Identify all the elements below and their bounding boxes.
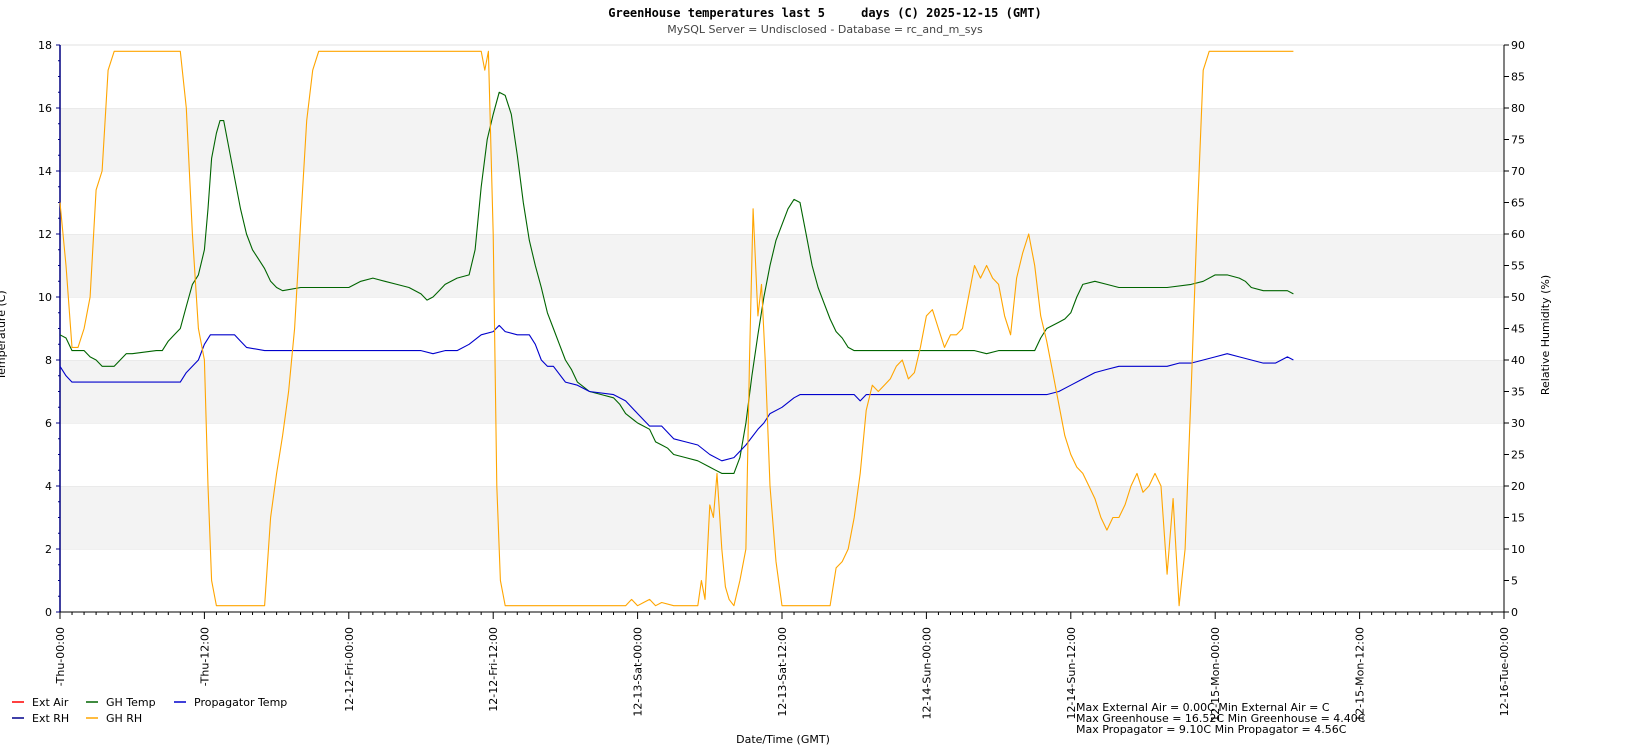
x-axis-label: Date/Time (GMT) [736,733,830,746]
stats-line: Max External Air = 0.00C Min External Ai… [1076,701,1330,714]
y-right-tick-label: 50 [1511,291,1525,304]
grid-band [60,108,1504,171]
chart-subtitle: MySQL Server = Undisclosed - Database = … [667,23,983,36]
series-lines [59,50,1294,607]
y-axis-left: 0 2 4 6 8 10 12 14 16 18 [38,39,61,619]
y-right-tick-label: 35 [1511,386,1525,399]
x-axis: -Thu-00:00 -Thu-12:00 12-12-Fri-00:00 12-12… [54,611,1511,722]
y-right-tick-label: 10 [1511,543,1525,556]
y-right-tick-label: 20 [1511,480,1525,493]
y-right-tick-label: 75 [1511,134,1525,147]
legend-label: Ext Air [32,696,69,709]
y-right-tick-label: 90 [1511,39,1525,52]
legend-label: Ext RH [32,712,69,725]
series-line-gh-rh [59,50,1294,607]
y-right-tick-label: 45 [1511,323,1525,336]
stats-line: Max Propagator = 9.10C Min Propagator = … [1076,723,1347,736]
y-right-tick-label: 55 [1511,260,1525,273]
y-right-tick-label: 5 [1511,575,1518,588]
y-right-tick-label: 15 [1511,512,1525,525]
x-tick-label: 12-14-Sun-12:00 [1065,627,1078,720]
y-left-tick-label: 16 [38,102,52,115]
y-axis-left-label: Temperature (C) [0,290,8,380]
y-left-tick-label: 12 [38,228,52,241]
y-axis-right-label: Relative Humidity (%) [1539,275,1552,395]
grid-band [60,360,1504,423]
grid-bands [60,44,1504,612]
y-left-tick-label: 10 [38,291,52,304]
y-right-tick-label: 70 [1511,165,1525,178]
y-right-tick-label: 30 [1511,417,1525,430]
y-left-tick-label: 8 [45,354,52,367]
series-line-propagator-temp [59,324,1294,462]
y-right-tick-label: 65 [1511,197,1525,210]
x-tick-label: 12-13-Sat-00:00 [632,627,645,717]
x-tick-label: 12-16-Tue-00:00 [1498,627,1511,716]
x-tick-label: 12-14-Sun-00:00 [920,627,933,720]
y-right-tick-label: 0 [1511,606,1518,619]
stats-line: Max Greenhouse = 16.52C Min Greenhouse =… [1076,712,1366,725]
legend-label: GH Temp [106,696,156,709]
x-tick-label: 12-12-Fri-00:00 [343,627,356,712]
x-tick-label: 12-13-Sat-12:00 [776,627,789,717]
y-right-tick-label: 85 [1511,71,1525,84]
y-right-tick-label: 60 [1511,228,1525,241]
x-tick-label: 12-15-Mon-12:00 [1354,627,1367,722]
y-left-tick-label: 18 [38,39,52,52]
y-right-tick-label: 40 [1511,354,1525,367]
grid-band [60,234,1504,297]
y-right-tick-label: 25 [1511,449,1525,462]
stats-box: Max External Air = 0.00C Min External Ai… [1076,701,1366,736]
chart-title: GreenHouse temperatures last 5 days (C) … [608,6,1041,20]
y-left-tick-label: 0 [45,606,52,619]
x-tick-label: 12-15-Mon-00:00 [1209,627,1222,722]
grid-band [60,423,1504,486]
legend-label: GH RH [106,712,142,725]
y-left-tick-label: 4 [45,480,52,493]
x-tick-label: -Thu-12:00 [198,627,211,686]
grid-band [60,45,1504,108]
grid-band [60,297,1504,360]
y-axis-right: 0 5 10 15 20 25 30 35 40 45 50 55 60 65 70 75 80 85 90 [1503,39,1525,619]
y-left-tick-label: 2 [45,543,52,556]
legend-label: Propagator Temp [194,696,287,709]
y-left-tick-label: 6 [45,417,52,430]
x-tick-label: 12-12-Fri-12:00 [487,627,500,712]
legend: Ext Air GH Temp Propagator Temp Ext RH GH RH [12,696,287,725]
grid-band [60,486,1504,549]
y-left-tick-label: 14 [38,165,52,178]
x-tick-label: -Thu-00:00 [54,627,67,686]
y-right-tick-label: 80 [1511,102,1525,115]
grid-band [60,549,1504,612]
